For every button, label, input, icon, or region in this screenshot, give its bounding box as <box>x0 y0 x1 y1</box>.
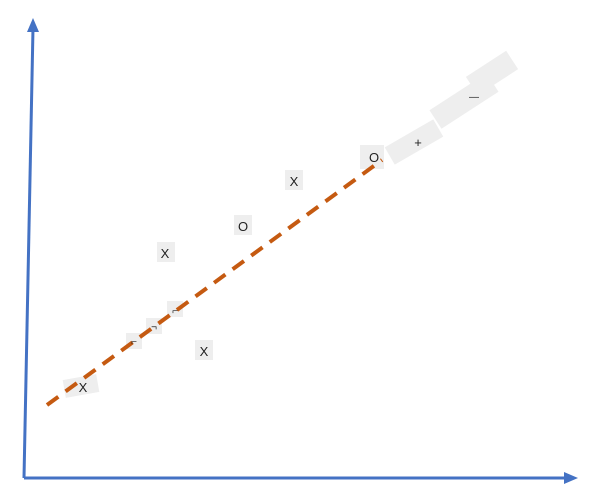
tick-marker: ⌐ <box>172 306 178 317</box>
tick-marker: ⌐ <box>131 337 137 348</box>
x-marker: X <box>200 344 209 359</box>
dash-marker: — <box>469 92 479 103</box>
x-marker: X <box>79 380 88 395</box>
y-axis-arrowhead <box>27 18 39 32</box>
y-axis <box>22 27 35 479</box>
plus-marker: + <box>414 135 422 150</box>
tick-marker: ¬ <box>151 322 157 333</box>
x-marker: X <box>161 246 170 261</box>
trend-line <box>45 158 384 407</box>
x-marker: X <box>290 174 299 189</box>
x-axis-arrowhead <box>564 472 578 484</box>
marker-backgrounds <box>62 50 519 398</box>
o-marker: O <box>369 150 379 165</box>
o-marker: O <box>238 219 248 234</box>
